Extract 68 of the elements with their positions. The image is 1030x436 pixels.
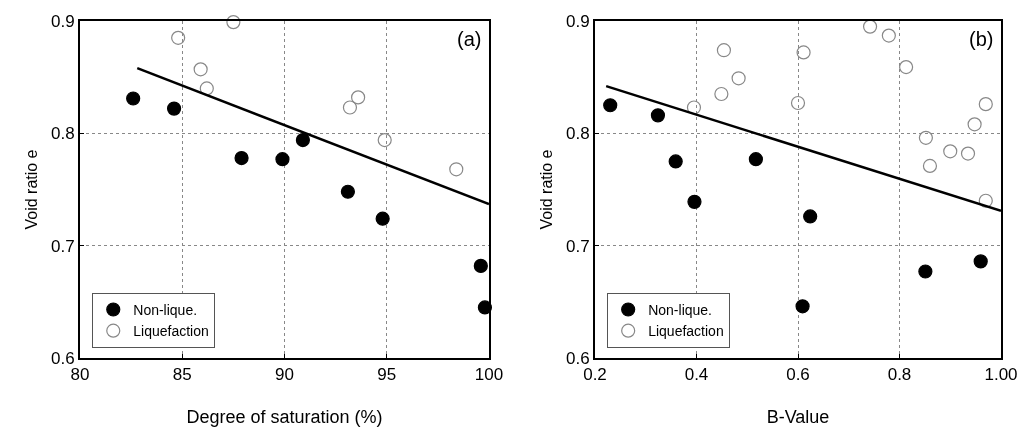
point bbox=[960, 146, 976, 161]
point bbox=[796, 45, 811, 60]
x-tick-label: 80 bbox=[70, 365, 90, 385]
annotation: (a) bbox=[457, 28, 482, 50]
x-tick-label: 90 bbox=[275, 365, 294, 385]
point bbox=[226, 15, 241, 30]
point bbox=[342, 100, 358, 115]
point bbox=[295, 132, 310, 148]
point bbox=[790, 95, 806, 111]
legend-label: Non-lique. bbox=[133, 301, 198, 318]
y-tick-label: 0.9 bbox=[50, 11, 75, 31]
point bbox=[967, 117, 982, 132]
y-tick-label: 0.9 bbox=[565, 11, 590, 31]
point bbox=[275, 152, 290, 167]
y-tick-label: 0.7 bbox=[565, 236, 590, 256]
y-axis-title: Void ratio e bbox=[538, 149, 555, 230]
annotation: (b) bbox=[969, 28, 994, 50]
point bbox=[978, 97, 993, 112]
point bbox=[803, 209, 818, 224]
x-tick-label: 0.2 bbox=[583, 365, 607, 385]
y-tick-label: 0.6 bbox=[50, 348, 75, 368]
point bbox=[340, 184, 355, 199]
point bbox=[918, 264, 933, 279]
point bbox=[973, 254, 988, 269]
point bbox=[193, 62, 208, 77]
legend-label: Liquefaction bbox=[133, 323, 209, 340]
point bbox=[978, 193, 993, 208]
x-tick-label: 1.00 bbox=[984, 365, 1018, 385]
point bbox=[795, 299, 810, 314]
point bbox=[199, 81, 214, 96]
point bbox=[473, 258, 488, 273]
y-tick-label: 0.8 bbox=[50, 124, 75, 144]
y-tick-label: 0.8 bbox=[565, 124, 590, 144]
point bbox=[166, 101, 182, 116]
point bbox=[126, 91, 141, 106]
point bbox=[714, 86, 729, 102]
point bbox=[449, 162, 464, 177]
y-tick-label: 0.7 bbox=[50, 236, 75, 256]
x-axis-title: B-Value bbox=[766, 407, 830, 427]
x-tick-label: 95 bbox=[377, 365, 397, 385]
point bbox=[731, 71, 746, 86]
x-axis-title: Degree of saturation (%) bbox=[186, 407, 383, 427]
point bbox=[668, 154, 683, 169]
x-tick-label: 0.6 bbox=[786, 365, 810, 385]
point bbox=[862, 19, 878, 34]
point bbox=[943, 144, 958, 159]
x-tick-label: 0.4 bbox=[684, 365, 709, 385]
y-tick-label: 0.6 bbox=[565, 348, 590, 368]
point bbox=[748, 152, 763, 167]
point bbox=[171, 30, 186, 45]
legend-label: Non-lique. bbox=[648, 301, 713, 318]
point bbox=[881, 28, 896, 43]
point bbox=[918, 130, 933, 145]
point bbox=[922, 158, 938, 173]
y-axis-title: Void ratio e bbox=[23, 149, 40, 230]
legend-label: Liquefaction bbox=[648, 323, 724, 340]
x-tick-label: 0.8 bbox=[887, 365, 912, 385]
point bbox=[234, 150, 249, 166]
point bbox=[899, 59, 914, 75]
x-tick-label: 85 bbox=[172, 365, 192, 385]
point bbox=[687, 194, 702, 209]
point bbox=[377, 132, 392, 148]
point bbox=[375, 211, 390, 226]
point bbox=[650, 108, 666, 123]
point bbox=[716, 43, 732, 58]
x-tick-label: 100 bbox=[474, 365, 504, 385]
point bbox=[603, 98, 618, 113]
point bbox=[351, 90, 366, 105]
